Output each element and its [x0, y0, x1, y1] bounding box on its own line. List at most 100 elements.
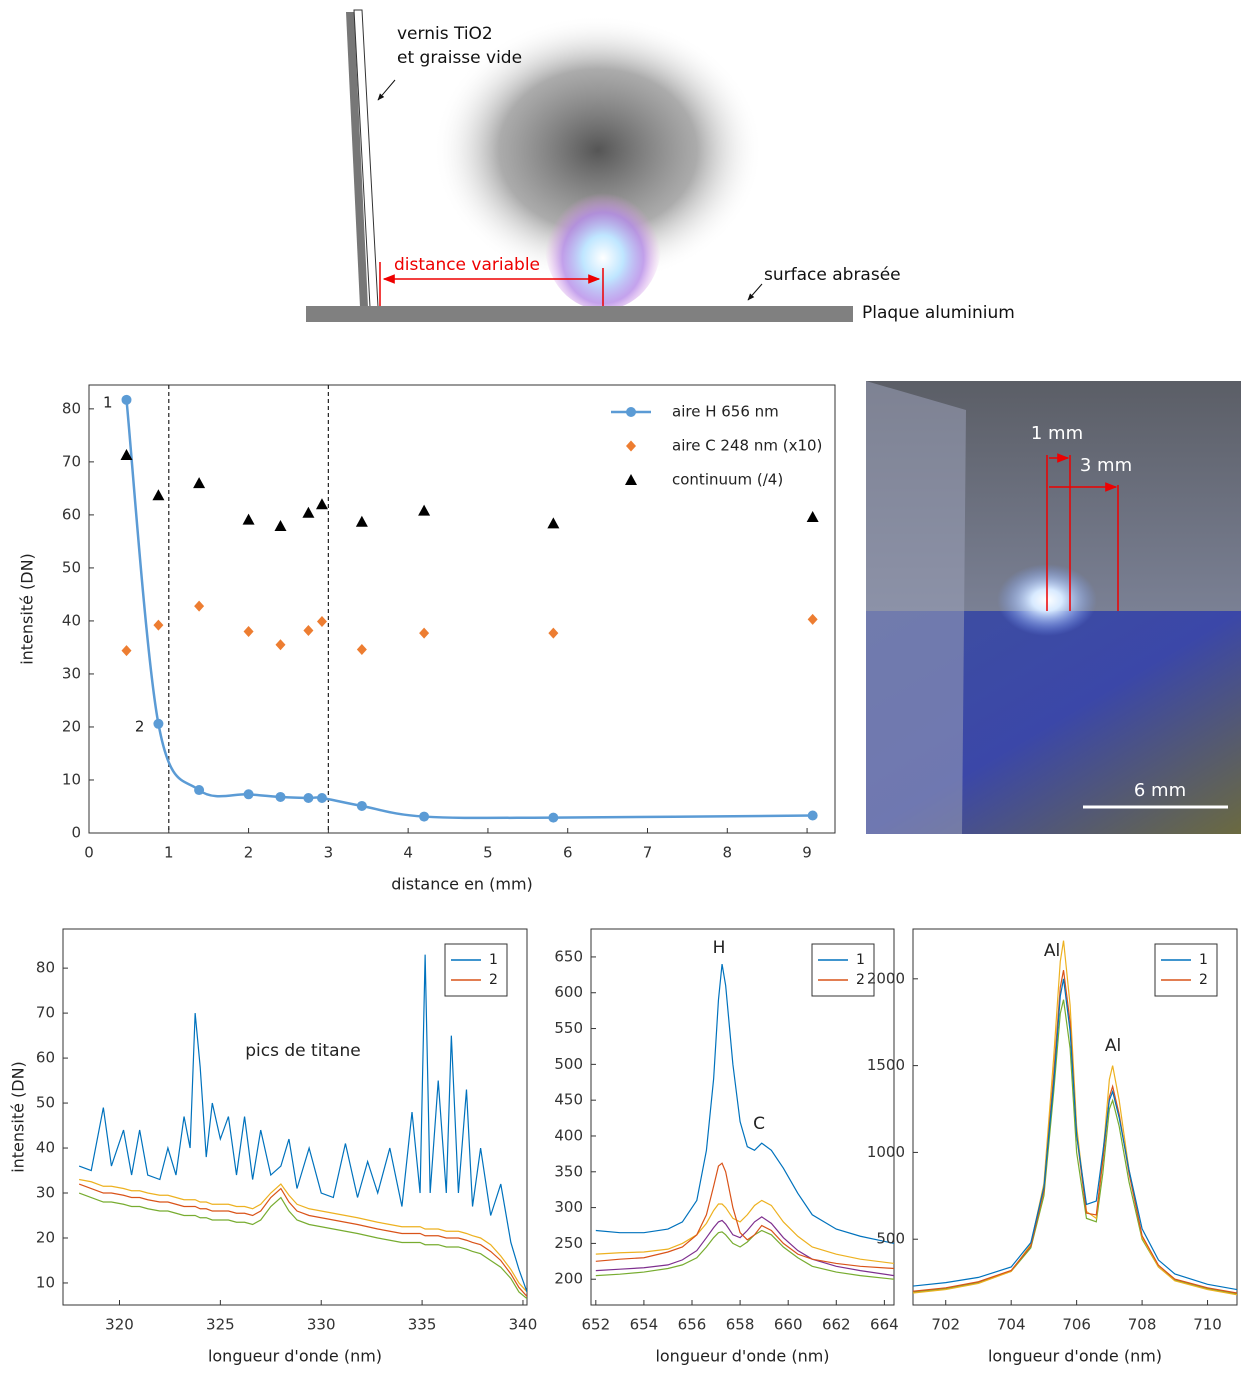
x-tick-label: 7 [643, 844, 653, 862]
point [303, 793, 314, 804]
x-tick-label: 658 [726, 1316, 755, 1334]
point [275, 639, 286, 651]
y-tick-label: 30 [36, 1184, 55, 1202]
legend-label: 2 [1199, 972, 1208, 988]
series-line [78, 954, 527, 1293]
x-tick-label: 662 [822, 1316, 851, 1334]
diagram-label: vernis TiO2 [397, 24, 493, 44]
y-tick-label: 500 [876, 1230, 905, 1248]
plot-frame [912, 928, 1238, 1306]
y-tick-label: 20 [62, 717, 81, 735]
aluminium-plate [306, 306, 853, 322]
y-tick-label: 450 [554, 1091, 583, 1109]
point [355, 515, 368, 527]
diagram: vernis TiO2 et graisse vide distance var… [306, 9, 1015, 323]
point [356, 644, 367, 656]
point-label: 1 [103, 393, 113, 411]
x-tick-label: 8 [723, 844, 733, 862]
point [316, 615, 327, 627]
photo-label: 3 mm [1080, 455, 1132, 476]
y-tick-label: 2000 [867, 969, 905, 987]
y-tick-label: 200 [554, 1270, 583, 1288]
annotation: pics de titane [245, 1041, 360, 1061]
series-line [913, 978, 1237, 1291]
chart: 500 1000 1500 2000 702 704 706 708 710 longueur d… [867, 928, 1238, 1366]
plot-area [125, 399, 813, 820]
y-tick-label: 300 [554, 1198, 583, 1216]
y-tick-label: 50 [62, 558, 81, 576]
x-tick-label: 1 [164, 844, 174, 862]
series-line [595, 963, 894, 1244]
point [418, 504, 431, 516]
pointer-arrow [377, 79, 396, 101]
y-tick-label: 10 [36, 1273, 55, 1291]
point [807, 810, 818, 821]
legend-box [811, 943, 875, 997]
point [274, 520, 287, 532]
series-line [913, 999, 1237, 1295]
annotation: C [753, 1114, 765, 1134]
x-tick-label: 3 [324, 844, 334, 862]
x-tick-label: 664 [870, 1316, 899, 1334]
legend-label: aire C 248 nm (x10) [672, 437, 822, 455]
plot-frame [88, 384, 836, 834]
x-tick-label: 6 [563, 844, 573, 862]
legend-label: 2 [489, 972, 498, 988]
series-line [78, 1192, 527, 1300]
diagram-label: Plaque aluminium [862, 303, 1015, 323]
point [356, 800, 367, 811]
plot-area [595, 963, 894, 1280]
legend-marker [625, 474, 637, 485]
point [121, 645, 132, 657]
series-line [595, 1199, 894, 1265]
y-tick-label: 650 [554, 947, 583, 965]
x-tick-label: 335 [408, 1316, 437, 1334]
x-tick-label: 704 [997, 1316, 1026, 1334]
plot-area [913, 940, 1237, 1296]
x-tick-label: 710 [1193, 1316, 1222, 1334]
legend-box [1154, 943, 1218, 997]
y-tick-label: 60 [36, 1049, 55, 1067]
series-line [78, 1183, 527, 1297]
y-tick-label: 30 [62, 664, 81, 682]
y-tick-label: 10 [62, 770, 81, 788]
series-line [595, 1162, 894, 1270]
y-tick-label: 1000 [867, 1143, 905, 1161]
x-tick-label: 320 [105, 1316, 134, 1334]
legend-label: 1 [1199, 952, 1208, 968]
x-axis-label: longueur d'onde (nm) [208, 1347, 382, 1366]
y-tick-label: 80 [62, 399, 81, 417]
chart: 10 20 30 40 50 60 70 80 320 325 330 335 340 longueur … [9, 928, 537, 1366]
point [302, 506, 315, 518]
point [243, 626, 254, 638]
y-axis-label: intensité (DN) [18, 553, 37, 665]
y-tick-label: 550 [554, 1019, 583, 1037]
plot-frame [590, 928, 895, 1306]
x-axis-label: longueur d'onde (nm) [655, 1347, 829, 1366]
plot-frame [62, 928, 528, 1306]
x-axis-label: distance en (mm) [391, 875, 533, 894]
legend-label: 1 [489, 952, 498, 968]
diagram-label: surface abrasée [764, 265, 901, 285]
pointer-arrow [747, 283, 763, 301]
annotation: Al [1105, 1036, 1121, 1056]
legend-label: 2 [856, 972, 865, 988]
point [419, 627, 430, 639]
y-tick-label: 0 [71, 824, 81, 842]
point [548, 812, 559, 823]
y-tick-label: 50 [36, 1094, 55, 1112]
x-tick-label: 5 [483, 844, 493, 862]
annotation: H [713, 938, 726, 958]
series-line [595, 1216, 894, 1277]
x-tick-label: 0 [84, 844, 94, 862]
point [121, 394, 132, 405]
point [419, 811, 430, 822]
x-tick-label: 656 [678, 1316, 707, 1334]
y-tick-label: 500 [554, 1055, 583, 1073]
y-tick-label: 60 [62, 505, 81, 523]
x-tick-label: 2 [244, 844, 254, 862]
y-tick-label: 80 [36, 959, 55, 977]
series-line [595, 1229, 894, 1280]
y-tick-label: 70 [62, 452, 81, 470]
